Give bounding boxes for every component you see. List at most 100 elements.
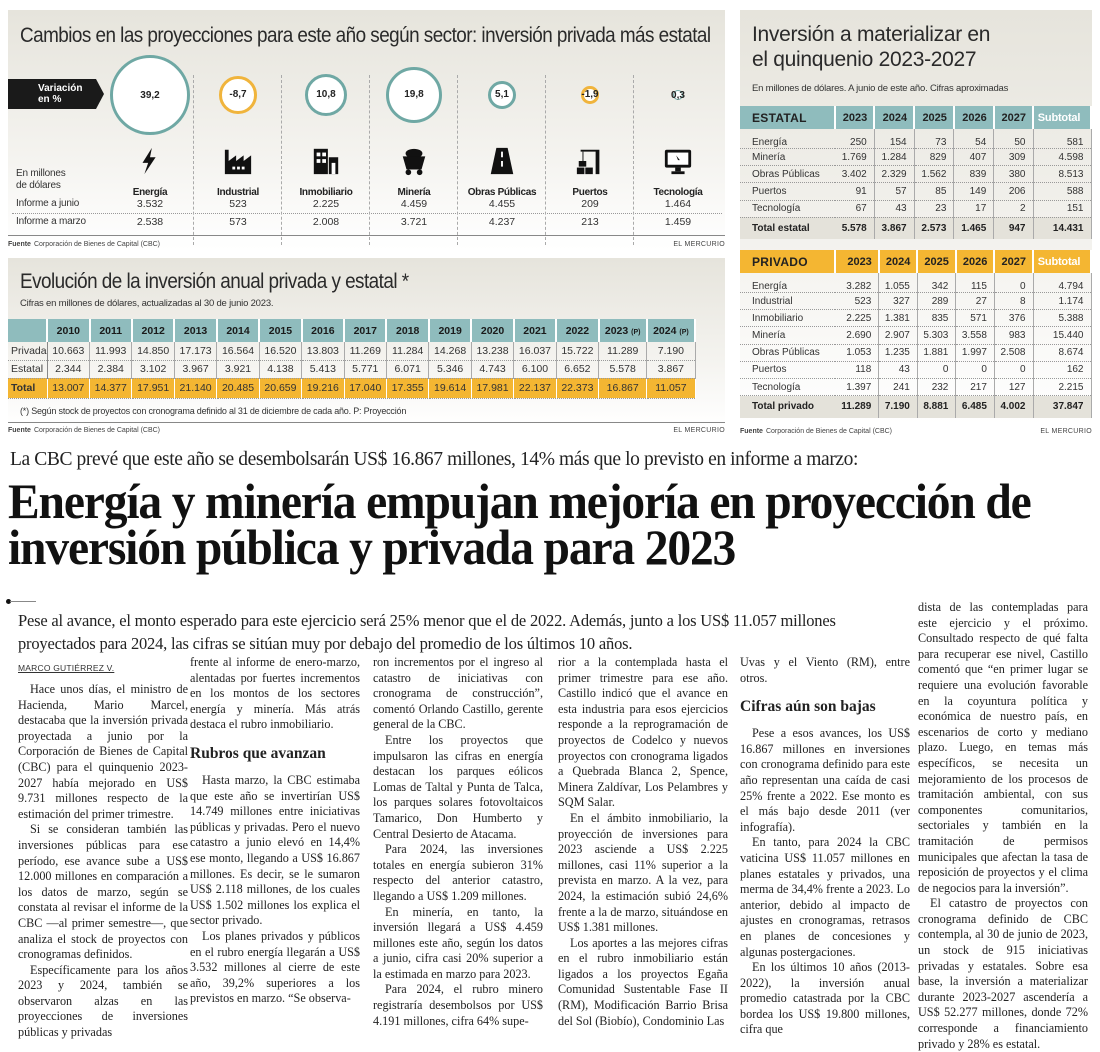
table-cell: 1.769 bbox=[835, 148, 875, 167]
value-junio: 3.532 bbox=[136, 198, 164, 210]
year-header: 2026 bbox=[953, 106, 995, 129]
variation-label: Variación en % bbox=[8, 79, 104, 109]
table-cell: 2.225 bbox=[835, 309, 880, 328]
table-cell: 151 bbox=[1033, 200, 1092, 218]
table-cell: 13.007 bbox=[47, 378, 91, 399]
source: Fuente Corporación de Bienes de Capital (… bbox=[8, 241, 161, 248]
divider bbox=[193, 75, 194, 245]
variation-circle: 0,3 bbox=[671, 90, 685, 101]
sector-column-puertos: -1,9 Puertos 209 213 bbox=[545, 65, 635, 245]
table-cell: 2.508 bbox=[994, 344, 1034, 362]
table-cell: 37.847 bbox=[1033, 395, 1092, 418]
divider bbox=[8, 422, 725, 423]
table-row: Tecnología 1.397 241 232 217 127 2.215 bbox=[740, 378, 1092, 397]
year-header: 2025 bbox=[917, 250, 957, 273]
divider bbox=[369, 75, 370, 245]
article-column: rior a la contemplada hasta el primer tr… bbox=[558, 655, 728, 1029]
variation-circle: 5,1 bbox=[487, 80, 517, 110]
row-label: Puertos bbox=[740, 182, 835, 201]
paragraph: En tanto, para 2024 la CBC vaticina US$ … bbox=[740, 835, 910, 959]
credit: EL MERCURIO bbox=[1040, 428, 1092, 435]
year-header: 2027 bbox=[994, 250, 1034, 273]
paragraph: Hasta marzo, la CBC estimaba que este añ… bbox=[190, 772, 360, 928]
variation-circle: 19,8 bbox=[385, 66, 443, 124]
subheading: Cifras aún son bajas bbox=[740, 698, 876, 716]
table-row: Puertos 118 43 0 0 0 162 bbox=[740, 361, 1092, 379]
table-cell: 1.381 bbox=[878, 309, 918, 328]
paragraph: En minería, en tanto, la inversión llega… bbox=[373, 904, 543, 981]
row-label: Total privado bbox=[740, 395, 835, 418]
sector-name: Obras Públicas bbox=[467, 187, 537, 198]
table-cell: 289 bbox=[917, 292, 957, 311]
sector-name: Puertos bbox=[572, 187, 608, 198]
footnote: (*) Según stock de proyectos con cronogr… bbox=[20, 406, 407, 416]
sector-name: Inmobiliario bbox=[299, 187, 353, 198]
table-cell: 0 bbox=[955, 361, 995, 379]
total-row: Total estatal 5.578 3.867 2.573 1.465 947 14.4… bbox=[740, 217, 1092, 240]
subtotal-header: Subtotal bbox=[1033, 250, 1092, 273]
estatal-table: ESTATAL 2023 2024 2025 2026 2027 Subtotal Energ… bbox=[740, 106, 1092, 240]
table-cell: 5.771 bbox=[344, 360, 387, 379]
table-cell: 4.794 bbox=[1033, 273, 1092, 293]
table-cell: 85 bbox=[914, 182, 955, 201]
table-cell: 5.303 bbox=[917, 326, 957, 345]
table-cell: 17.173 bbox=[174, 342, 218, 361]
table-cell: 3.867 bbox=[646, 360, 696, 379]
table-cell: 829 bbox=[914, 148, 955, 167]
table-cell: 4.138 bbox=[259, 360, 303, 379]
table-cell: 1.562 bbox=[914, 165, 955, 184]
table-cell: 2.329 bbox=[874, 165, 915, 184]
table-cell: 11.289 bbox=[598, 342, 648, 361]
table-cell: 20.659 bbox=[259, 378, 303, 399]
infographic-subtitle: En millones de dólares. A junio de este … bbox=[752, 83, 1009, 94]
table-cell: 22.137 bbox=[513, 378, 557, 399]
row-label: Tecnología bbox=[740, 200, 835, 218]
infographic-title: Evolución de la inversión anual privada … bbox=[20, 270, 409, 293]
sector-name: Industrial bbox=[216, 187, 259, 198]
table-cell: 10.663 bbox=[47, 342, 91, 361]
year-header: 2023 (P) bbox=[598, 319, 648, 342]
paragraph: Hace unos días, el ministro de Hacienda,… bbox=[18, 682, 188, 821]
table-cell: 983 bbox=[994, 326, 1034, 345]
paragraph: dista de las contempladas para este ejer… bbox=[918, 600, 1088, 895]
row-label: Energía bbox=[740, 273, 835, 293]
source: Fuente Corporación de Bienes de Capital (… bbox=[740, 428, 893, 435]
table-cell: 14.268 bbox=[428, 342, 472, 361]
lightning-icon bbox=[142, 147, 156, 175]
divider bbox=[633, 75, 634, 245]
table-cell: 2.344 bbox=[47, 360, 91, 379]
table-row: Total 13.007 14.377 17.951 21.140 20.485 20.65… bbox=[8, 378, 696, 399]
table-cell: 17.981 bbox=[471, 378, 515, 399]
row-label-marzo: Informe a marzo bbox=[16, 216, 86, 227]
table-row: Obras Públicas 1.053 1.235 1.881 1.997 2.508 8… bbox=[740, 344, 1092, 362]
table-cell: 206 bbox=[993, 182, 1034, 201]
table-row: Obras Públicas 3.402 2.329 1.562 839 380 8.513 bbox=[740, 165, 1092, 184]
table-cell: 14.431 bbox=[1033, 217, 1092, 240]
row-label: Industrial bbox=[740, 292, 835, 311]
table-row: Energía 3.282 1.055 342 115 0 4.794 bbox=[740, 273, 1092, 293]
year-header: 2015 bbox=[259, 319, 303, 342]
sector-column-energía: 39,2 Energía 3.532 2.538 bbox=[105, 55, 195, 243]
table-cell: 342 bbox=[917, 273, 957, 293]
value-junio: 209 bbox=[581, 198, 599, 210]
table-cell: 54 bbox=[953, 129, 995, 149]
table-cell: 523 bbox=[835, 292, 880, 311]
table-cell: 3.402 bbox=[835, 165, 875, 184]
value-marzo: 2.008 bbox=[312, 216, 340, 228]
table-cell: 0 bbox=[994, 361, 1034, 379]
table-cell: 2.573 bbox=[914, 217, 955, 240]
row-label: Obras Públicas bbox=[740, 165, 835, 184]
value-marzo: 4.237 bbox=[488, 216, 516, 228]
value-marzo: 573 bbox=[229, 216, 247, 228]
paragraph: Los planes privados y públicos en el rub… bbox=[190, 928, 360, 1006]
year-header: 2026 bbox=[955, 250, 996, 273]
table-cell: 0 bbox=[994, 273, 1034, 293]
sector-column-minería: 19,8 Minería 4.459 3.721 bbox=[369, 65, 459, 245]
table-cell: 13.238 bbox=[471, 342, 515, 361]
divider bbox=[457, 75, 458, 245]
table-cell: 17.951 bbox=[131, 378, 175, 399]
value-marzo: 3.721 bbox=[400, 216, 428, 228]
table-cell: 118 bbox=[835, 361, 880, 379]
table-cell: 6.652 bbox=[556, 360, 600, 379]
byline: MARCO GUTIÉRREZ V. bbox=[18, 663, 115, 673]
